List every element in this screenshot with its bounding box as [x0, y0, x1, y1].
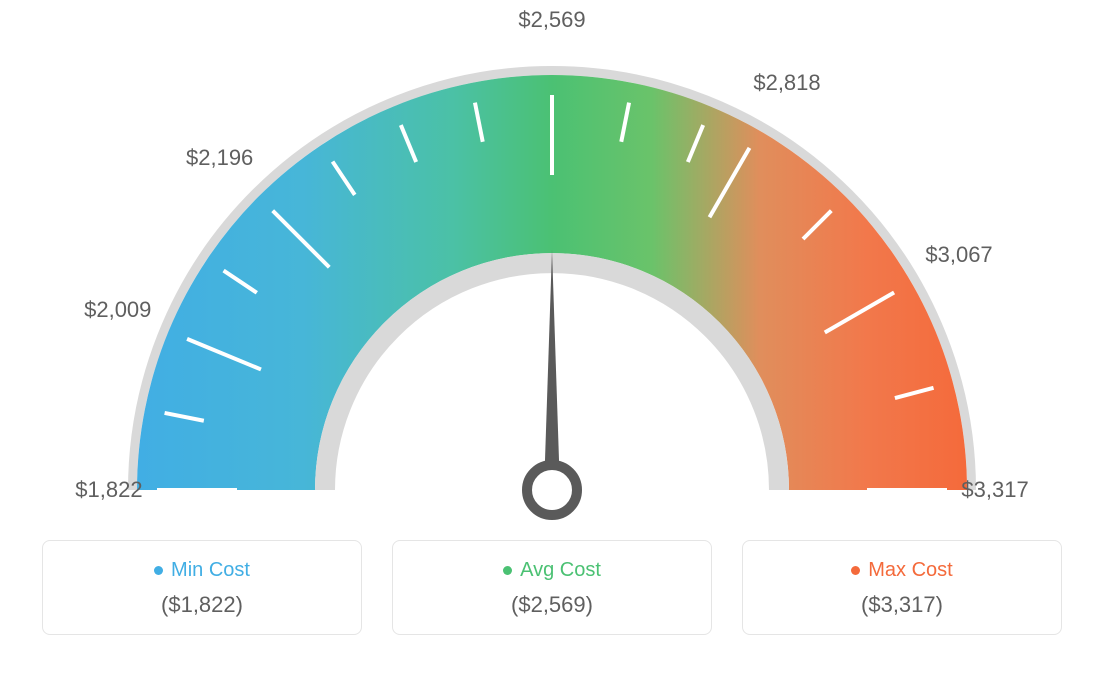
- dot-icon: [503, 566, 512, 575]
- dot-icon: [851, 566, 860, 575]
- max-cost-value: ($3,317): [753, 592, 1051, 618]
- avg-cost-label: Avg Cost: [520, 559, 601, 582]
- avg-cost-card: Avg Cost ($2,569): [392, 540, 712, 635]
- dot-icon: [154, 566, 163, 575]
- gauge-tick-label: $3,317: [961, 477, 1028, 503]
- min-cost-label: Min Cost: [171, 559, 250, 582]
- max-cost-title: Max Cost: [851, 559, 952, 582]
- min-cost-value: ($1,822): [53, 592, 351, 618]
- min-cost-title: Min Cost: [154, 559, 250, 582]
- max-cost-label: Max Cost: [868, 559, 952, 582]
- summary-cards: Min Cost ($1,822) Avg Cost ($2,569) Max …: [0, 540, 1104, 635]
- gauge-tick-label: $2,009: [84, 297, 151, 323]
- max-cost-card: Max Cost ($3,317): [742, 540, 1062, 635]
- gauge-tick-label: $2,569: [518, 7, 585, 33]
- gauge-chart: $1,822 $2,009 $2,196 $2,569 $2,818 $3,067 $3,3…: [0, 0, 1104, 530]
- gauge-tick-label: $2,196: [186, 145, 253, 171]
- avg-cost-title: Avg Cost: [503, 559, 601, 582]
- gauge-tick-label: $2,818: [753, 70, 820, 96]
- gauge-tick-label: $3,067: [925, 242, 992, 268]
- avg-cost-value: ($2,569): [403, 592, 701, 618]
- gauge-tick-label: $1,822: [75, 477, 142, 503]
- min-cost-card: Min Cost ($1,822): [42, 540, 362, 635]
